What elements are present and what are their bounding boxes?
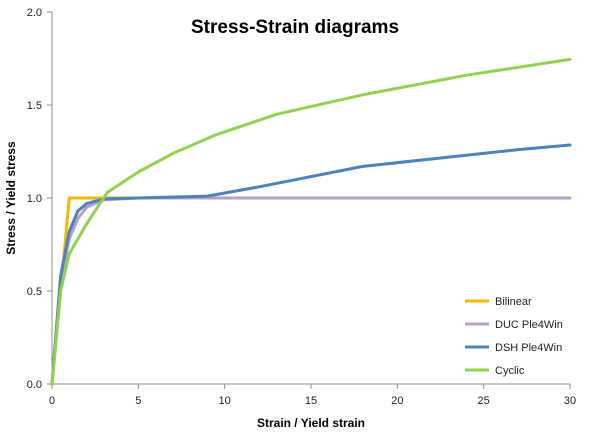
y-tick-label: 2.0 (27, 7, 42, 19)
series-line-dsh-ple4win (50, 143, 572, 386)
series-line-cyclic (50, 57, 572, 386)
y-tick-label: 0.5 (27, 286, 42, 298)
x-tick-label: 25 (478, 395, 490, 407)
series-line-bilinear (50, 196, 572, 386)
chart-title: Stress-Strain diagrams (191, 17, 399, 38)
legend-label: Bilinear (495, 296, 532, 308)
x-tick-label: 20 (391, 395, 403, 407)
legend-label: DUC Ple4Win (495, 319, 563, 331)
x-tick-label: 15 (305, 395, 317, 407)
y-tick-label: 1.0 (27, 193, 42, 205)
series-line-duc-ple4win (50, 196, 572, 386)
y-tick-label: 1.5 (27, 100, 42, 112)
axes: 0 5 10 15 20 25 30 0.0 0.5 1.0 1.5 2.0 (27, 7, 576, 407)
legend: Bilinear DUC Ple4Win DSH Ple4Win Cyclic (465, 296, 563, 377)
x-axis-label: Strain / Yield strain (257, 416, 365, 430)
y-tick-label: 0.0 (27, 379, 42, 391)
x-tick-label: 0 (49, 395, 55, 407)
legend-label: DSH Ple4Win (495, 342, 562, 354)
x-tick-label: 10 (219, 395, 231, 407)
x-tick-label: 30 (564, 395, 576, 407)
plot-series (50, 57, 572, 386)
legend-label: Cyclic (495, 365, 525, 377)
x-tick-label: 5 (135, 395, 141, 407)
y-axis-label: Stress / Yield stress (4, 141, 18, 255)
